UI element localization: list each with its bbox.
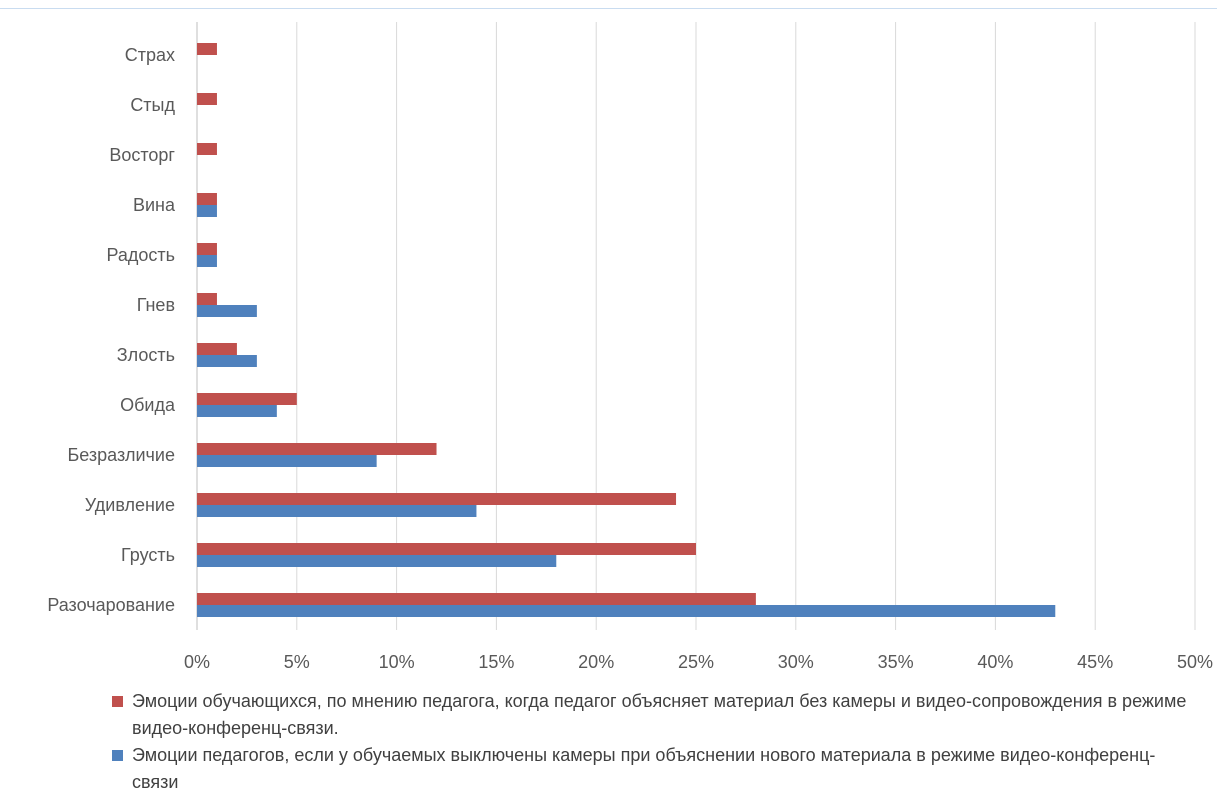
gridlines bbox=[196, 22, 1196, 630]
category-label: Разочарование bbox=[47, 595, 175, 615]
legend-label-teachers: Эмоции педагогов, если у обучаемых выклю… bbox=[132, 745, 1156, 792]
x-tick-label: 50% bbox=[1177, 652, 1213, 672]
x-tick-label: 5% bbox=[284, 652, 310, 672]
x-tick-label: 45% bbox=[1077, 652, 1113, 672]
category-labels: Страх Стыд Восторг Вина Радость Гнев Злость Оби… bbox=[47, 45, 176, 615]
bar-teachers bbox=[197, 405, 277, 417]
category-label: Радость bbox=[106, 245, 175, 265]
category-label: Обида bbox=[120, 395, 176, 415]
bar-students bbox=[197, 193, 217, 205]
bar-students bbox=[197, 443, 437, 455]
x-tick-labels: 0% 5% 10% 15% 20% 25% 30% 35% 40% 45% 50% bbox=[184, 652, 1213, 672]
bar-students bbox=[197, 393, 297, 405]
category-label: Гнев bbox=[137, 295, 175, 315]
category-label: Восторг bbox=[109, 145, 175, 165]
category-label: Страх bbox=[125, 45, 175, 65]
bar-students bbox=[197, 543, 696, 555]
legend-swatch-blue bbox=[112, 750, 123, 761]
bar-students bbox=[197, 593, 756, 605]
x-tick-label: 35% bbox=[878, 652, 914, 672]
legend-label-students: Эмоции обучающихся, по мнению педагога, … bbox=[132, 691, 1187, 738]
bar-teachers bbox=[197, 605, 1056, 617]
x-tick-label: 20% bbox=[578, 652, 614, 672]
bar-students bbox=[197, 343, 237, 355]
bar-teachers bbox=[197, 455, 377, 467]
x-tick-label: 40% bbox=[977, 652, 1013, 672]
bar-teachers bbox=[197, 505, 477, 517]
bar-students bbox=[197, 93, 217, 105]
category-label: Вина bbox=[133, 195, 176, 215]
bar-teachers bbox=[197, 255, 217, 267]
category-label: Безразличие bbox=[67, 445, 175, 465]
legend-item-teachers: Эмоции педагогов, если у обучаемых выклю… bbox=[112, 742, 1192, 796]
bar-students bbox=[197, 43, 217, 55]
x-tick-label: 25% bbox=[678, 652, 714, 672]
category-label: Удивление bbox=[85, 495, 175, 515]
bar-teachers bbox=[197, 555, 557, 567]
x-tick-label: 30% bbox=[778, 652, 814, 672]
legend: Эмоции обучающихся, по мнению педагога, … bbox=[112, 688, 1192, 796]
bar-students bbox=[197, 493, 677, 505]
bar-teachers bbox=[197, 355, 257, 367]
bar-teachers bbox=[197, 205, 217, 217]
bar-teachers bbox=[197, 305, 257, 317]
legend-item-students: Эмоции обучающихся, по мнению педагога, … bbox=[112, 688, 1192, 742]
x-tick-label: 0% bbox=[184, 652, 210, 672]
x-tick-label: 10% bbox=[379, 652, 415, 672]
category-label: Грусть bbox=[121, 545, 175, 565]
x-tick-label: 15% bbox=[478, 652, 514, 672]
bar-chart: Страх Стыд Восторг Вина Радость Гнев Злость Оби… bbox=[47, 22, 1213, 672]
bar-students bbox=[197, 293, 217, 305]
bar-students bbox=[197, 243, 217, 255]
bars bbox=[197, 43, 1056, 617]
top-border-line bbox=[0, 8, 1217, 9]
category-label: Стыд bbox=[130, 95, 175, 115]
category-label: Злость bbox=[117, 345, 175, 365]
legend-swatch-red bbox=[112, 696, 123, 707]
bar-students bbox=[197, 143, 217, 155]
